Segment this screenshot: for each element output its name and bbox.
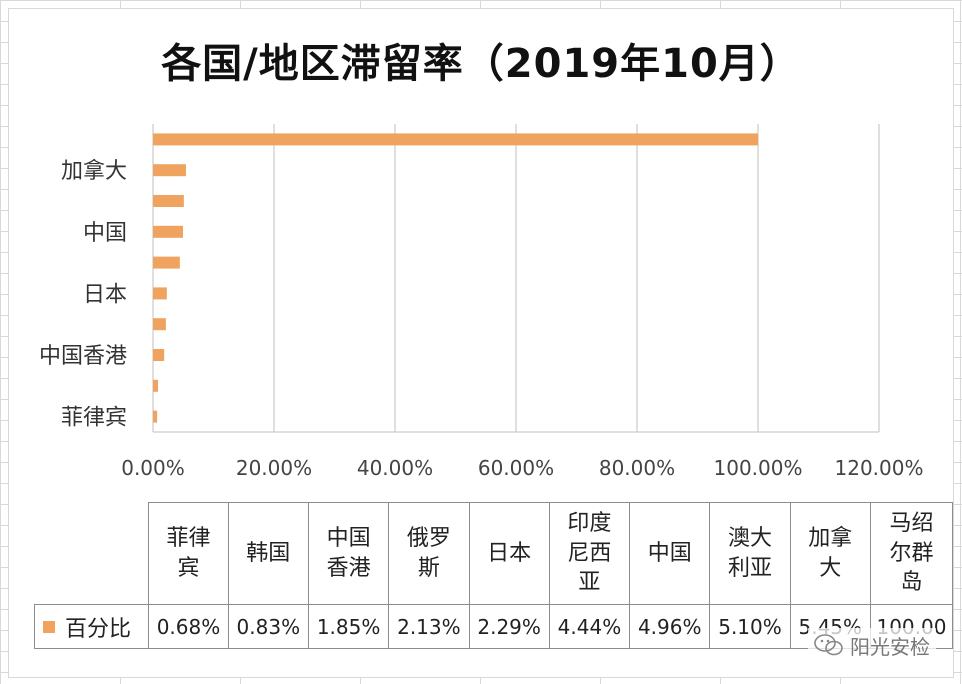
table-header-cell: 澳大 利亚 bbox=[709, 502, 791, 605]
x-tick-label: 100.00% bbox=[714, 456, 803, 480]
table-value-cell: 0.83% bbox=[227, 604, 309, 649]
table-value-cell: 5.10% bbox=[709, 604, 791, 649]
category-axis-label: 中国香港 bbox=[39, 344, 127, 369]
x-tick-label: 80.00% bbox=[599, 456, 675, 480]
x-tick-label: 120.00% bbox=[835, 456, 924, 480]
table-value-cell: 0.68% bbox=[148, 604, 229, 649]
table-header-cell: 马绍 尔群岛 bbox=[869, 502, 954, 605]
table-header-cell: 中国 香港 bbox=[307, 502, 390, 605]
table-header-cell: 日本 bbox=[468, 502, 550, 605]
category-name: 马绍 尔群岛 bbox=[889, 510, 934, 596]
bar bbox=[153, 195, 184, 207]
table-value-row: 百分比 0.68% 0.83% 1.85% 2.13% 2.29% 4.44% 4.96% 5… bbox=[33, 604, 954, 649]
chart-title: 各国/地区滞留率（2019年10月） bbox=[161, 41, 801, 87]
x-tick-label: 20.00% bbox=[236, 456, 312, 480]
bar bbox=[153, 379, 159, 392]
category-name: 韩国 bbox=[246, 540, 291, 566]
bar-plot: 菲律宾 中国香港 日本 中国 加拿大 0.00% 20.00% 40.00% 60.00% 80… bbox=[39, 124, 924, 480]
watermark-text: 阳光安检 bbox=[850, 634, 930, 659]
category-name: 中国 香港 bbox=[326, 525, 371, 581]
category-name: 菲律宾 bbox=[166, 525, 211, 581]
x-tick-label: 0.00% bbox=[121, 456, 185, 480]
bar bbox=[153, 349, 165, 361]
bar bbox=[153, 164, 186, 177]
bar bbox=[153, 318, 166, 331]
category-axis-label: 中国 bbox=[83, 221, 127, 246]
legend-label: 百分比 bbox=[65, 616, 132, 642]
bar bbox=[153, 287, 167, 300]
x-tick-label: 40.00% bbox=[357, 456, 433, 480]
table-header-cell: 加拿大 bbox=[789, 502, 871, 605]
table-header-cell: 中国 bbox=[629, 502, 711, 605]
category-axis-label: 菲律宾 bbox=[61, 406, 127, 431]
table-header-cell: 韩国 bbox=[227, 502, 309, 605]
table-value-cell: 2.29% bbox=[468, 604, 550, 649]
category-name: 日本 bbox=[487, 540, 532, 566]
table-header-cell: 印度 尼西亚 bbox=[548, 502, 631, 605]
data-table: 菲律宾 韩国 中国 香港 俄罗斯 日本 印度 尼西亚 中国 澳大 利亚 加拿大马绍 尔群岛 百分比 0.… bbox=[33, 502, 954, 649]
table-header-cell: 俄罗斯 bbox=[388, 502, 470, 605]
chart-area: 各国/地区滞留率（2019年10月） 菲律宾 中国香港 日本 中国 加拿大 0.00% 2… bbox=[8, 8, 954, 678]
category-axis-label: 加拿大 bbox=[61, 158, 127, 184]
wechat-icon bbox=[814, 634, 843, 656]
category-name: 中国 bbox=[647, 540, 692, 566]
watermark: 阳光安检 bbox=[808, 628, 936, 662]
table-header-row: 菲律宾 韩国 中国 香港 俄罗斯 日本 印度 尼西亚 中国 澳大 利亚 加拿大马绍 尔群岛 bbox=[34, 502, 954, 605]
bar bbox=[153, 133, 758, 146]
category-name: 俄罗斯 bbox=[406, 525, 451, 581]
table-corner bbox=[34, 502, 150, 605]
table-value-cell: 4.44% bbox=[548, 604, 631, 649]
table-value-cell: 4.96% bbox=[629, 604, 711, 649]
bar bbox=[153, 225, 184, 238]
table-value-cell: 2.13% bbox=[388, 604, 470, 649]
category-axis-label: 日本 bbox=[83, 282, 127, 307]
x-tick-label: 60.00% bbox=[478, 456, 554, 480]
table-value-cell: 1.85% bbox=[307, 604, 390, 649]
category-name: 印度 尼西亚 bbox=[567, 510, 612, 596]
category-name: 加拿大 bbox=[808, 525, 853, 581]
category-name: 澳大 利亚 bbox=[727, 525, 772, 581]
bar bbox=[153, 256, 180, 269]
legend-key bbox=[43, 620, 55, 633]
table-header-cell: 菲律宾 bbox=[148, 502, 229, 605]
bar bbox=[153, 410, 158, 423]
legend-cell: 百分比 bbox=[33, 604, 150, 649]
